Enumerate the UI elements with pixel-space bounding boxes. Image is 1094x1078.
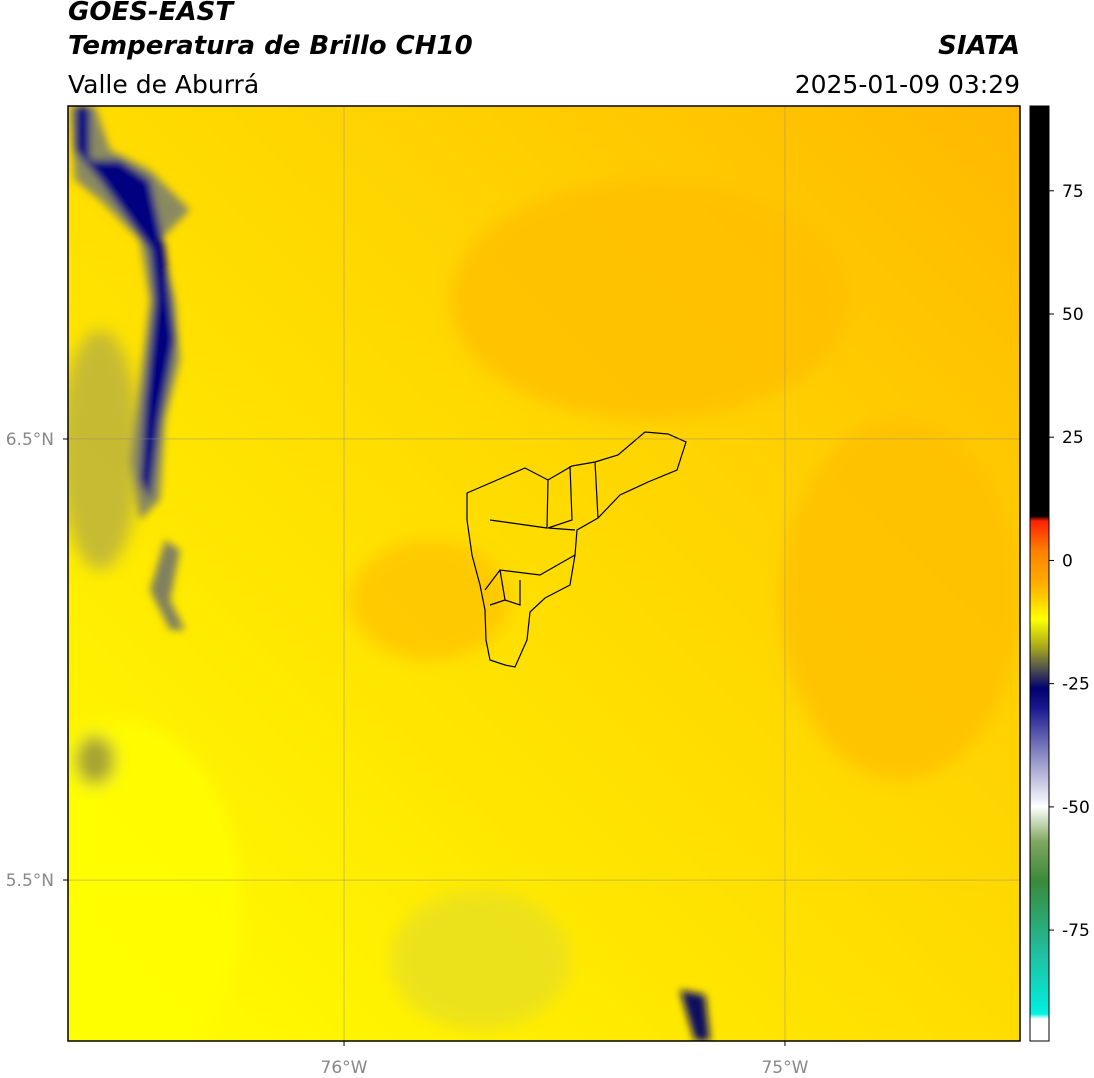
x-tick-label: 76°W (321, 1058, 368, 1078)
datetime: 2025-01-09 03:29 (795, 70, 1020, 99)
colorbar-tick-label: -50 (1062, 798, 1090, 818)
map-field (68, 106, 1020, 1041)
subtitle: Temperatura de Brillo CH10 (68, 31, 473, 61)
map-frame (67, 105, 1021, 1042)
colorbar-tick-label: -25 (1062, 675, 1090, 695)
colorbar (1029, 105, 1050, 1042)
source: SIATA (938, 31, 1020, 61)
y-tick-label: 5.5°N (6, 871, 54, 891)
region: Valle de Aburrá (68, 70, 259, 99)
colorbar-tick-label: 25 (1062, 428, 1084, 448)
colorbar-tick-label: 50 (1062, 305, 1084, 325)
colorbar-tick-label: 75 (1062, 182, 1084, 202)
title: GOES-EAST (68, 0, 235, 27)
x-tick-label: 75°W (761, 1058, 808, 1078)
colorbar-tick-label: 0 (1062, 551, 1073, 571)
colorbar-tick-label: -75 (1062, 921, 1090, 941)
y-tick-label: 6.5°N (6, 430, 54, 450)
